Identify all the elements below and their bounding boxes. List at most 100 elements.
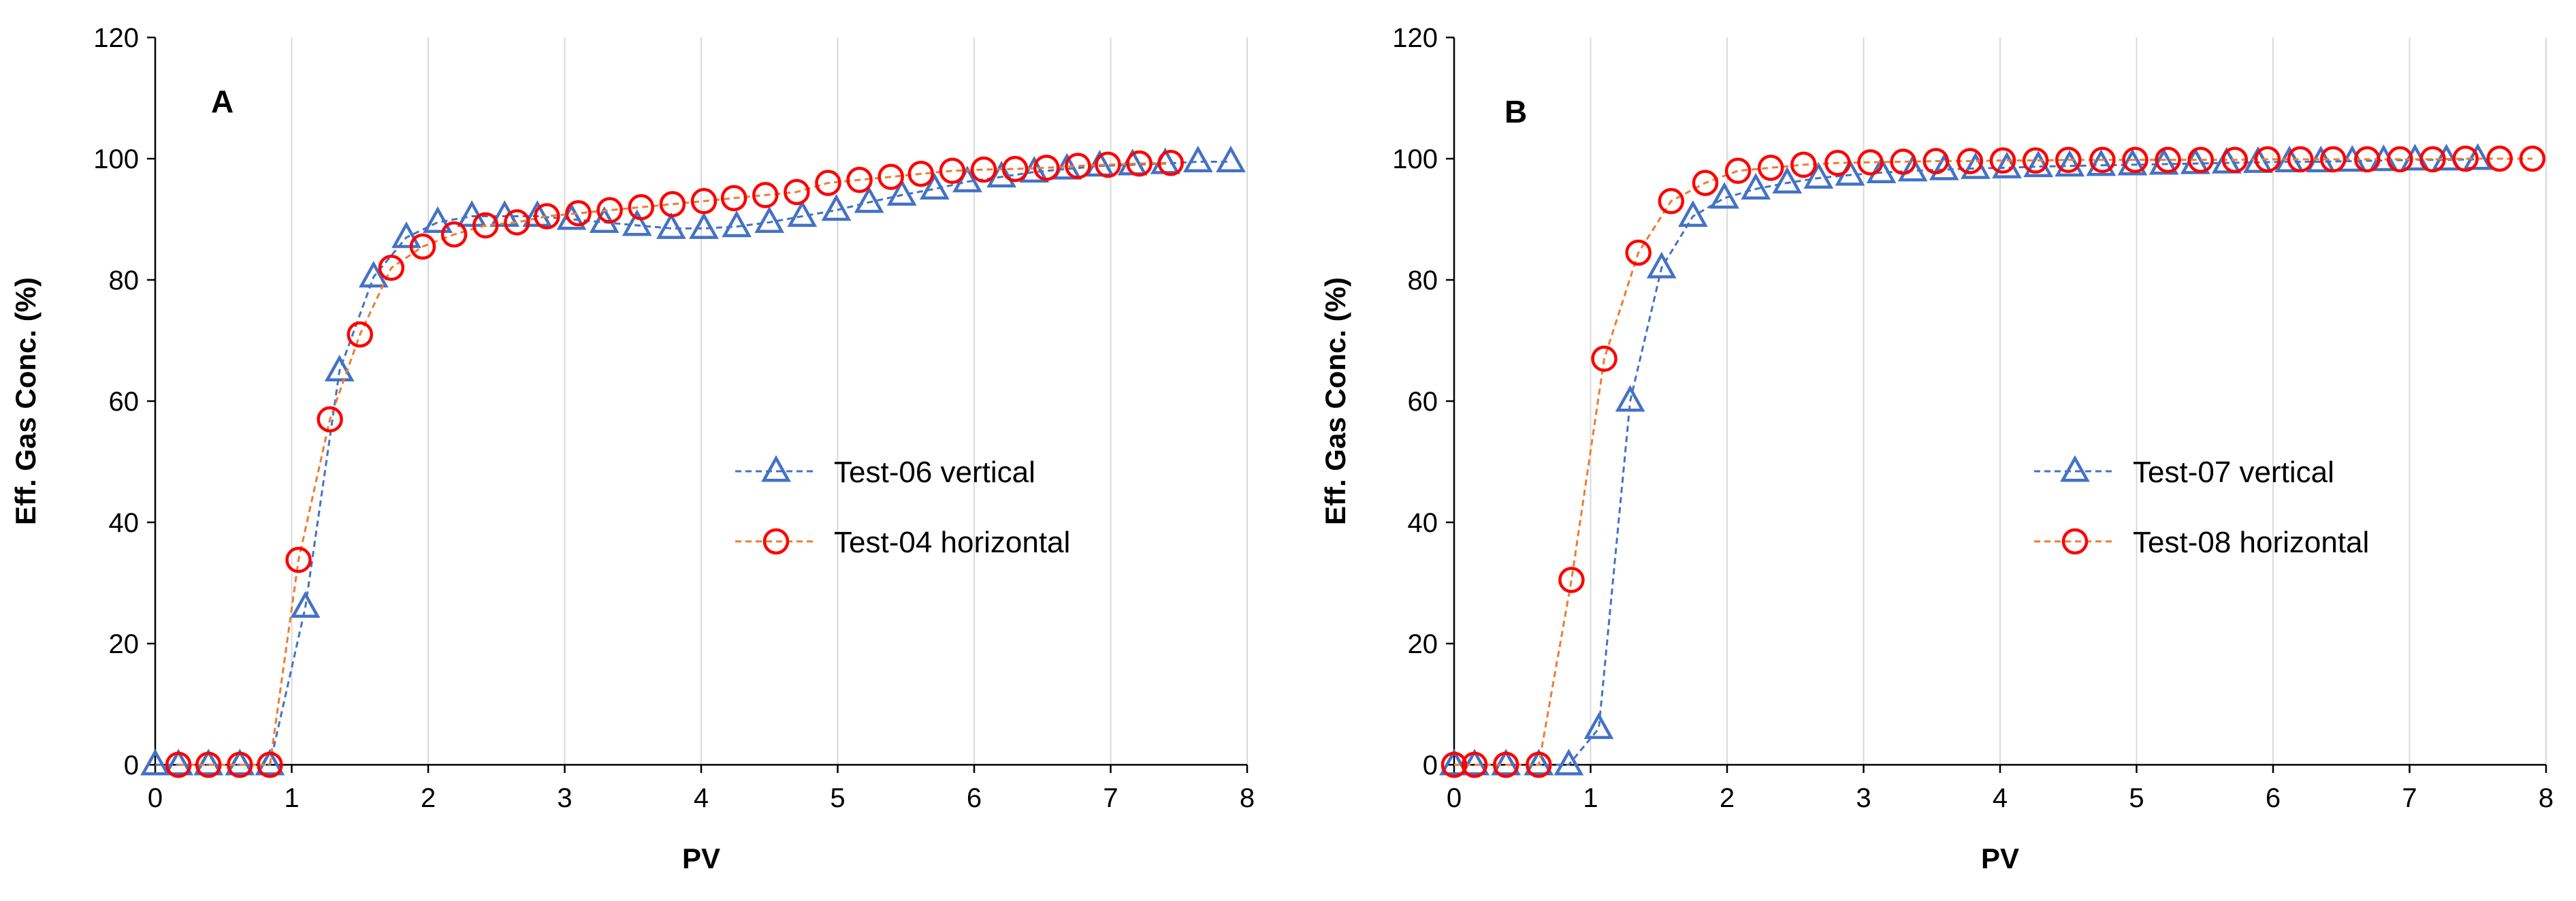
y-tick-label: 60 (109, 387, 140, 417)
data-point-circle (2486, 145, 2513, 172)
legend-label: Test-08 horizontal (2133, 526, 2369, 559)
x-tick-label: 2 (421, 783, 436, 813)
y-tick-label: 20 (109, 629, 140, 659)
series-horizontal (1440, 145, 2546, 778)
y-tick-label: 0 (1423, 750, 1438, 780)
data-point-circle (1157, 149, 1184, 176)
data-point-circle (1989, 147, 2016, 174)
x-tick-label: 1 (1583, 783, 1598, 813)
y-tick-label: 100 (1392, 144, 1438, 174)
data-point-circle (1957, 148, 1984, 174)
x-tick-label: 8 (1240, 783, 1255, 813)
data-point-triangle (1615, 385, 1645, 412)
data-point-circle (2354, 146, 2381, 173)
series-line (178, 161, 1171, 766)
data-point-triangle (622, 209, 652, 236)
data-point-triangle (1524, 748, 1554, 776)
data-point-circle (504, 209, 530, 236)
legend-item: Test-04 horizontal (735, 526, 1070, 559)
data-point-circle (596, 197, 623, 223)
data-point-triangle (2023, 150, 2054, 178)
data-point-circle (1922, 148, 1950, 174)
data-point-circle (720, 185, 747, 212)
data-point-circle (815, 170, 841, 196)
data-point-circle (1625, 239, 1652, 266)
data-point-triangle (556, 203, 587, 230)
x-tick-label: 5 (2129, 783, 2144, 813)
legend-marker-circle (762, 528, 790, 555)
data-point-circle (534, 203, 560, 230)
data-point-circle (2089, 146, 2116, 174)
data-point-circle (752, 182, 779, 208)
data-point-circle (1526, 751, 1552, 778)
data-point-triangle (2462, 143, 2493, 170)
data-point-circle (2022, 147, 2049, 174)
x-tick-label: 7 (1103, 783, 1118, 813)
data-point-triangle (163, 748, 193, 776)
data-point-triangle (1772, 166, 1803, 194)
data-point-circle (195, 751, 222, 778)
data-point-triangle (140, 748, 170, 776)
x-tick-label: 0 (1447, 783, 1462, 813)
data-point-circle (2221, 146, 2249, 174)
data-point-circle (1692, 170, 1719, 196)
data-point-circle (1658, 188, 1685, 215)
data-point-triangle (1553, 748, 1584, 776)
y-tick-label: 100 (93, 144, 139, 174)
data-point-circle (1790, 151, 1817, 178)
data-point-triangle (1677, 200, 1708, 227)
data-point-triangle (2117, 148, 2148, 176)
data-point-triangle (1646, 251, 1677, 279)
data-point-circle (1824, 149, 1851, 176)
data-point-triangle (821, 194, 852, 221)
data-point-circle (970, 156, 997, 183)
legend-marker-circle (2061, 528, 2089, 555)
data-point-triangle (1439, 748, 1469, 776)
x-tick-label: 6 (967, 783, 982, 813)
data-point-circle (628, 193, 655, 221)
data-point-circle (690, 188, 718, 215)
data-point-circle (1724, 157, 1752, 185)
data-point-triangle (391, 221, 421, 249)
data-point-circle (659, 191, 686, 217)
data-point-triangle (2211, 146, 2242, 174)
legend-marker-triangle (2060, 455, 2090, 482)
data-point-triangle (324, 354, 355, 382)
y-tick-label: 20 (1408, 629, 1438, 659)
data-point-triangle (656, 212, 686, 239)
data-point-triangle (225, 748, 255, 776)
data-point-circle (227, 751, 253, 778)
data-point-circle (347, 321, 373, 348)
y-tick-label: 80 (1408, 266, 1438, 296)
data-point-circle (2287, 146, 2314, 173)
data-point-circle (939, 157, 966, 185)
panel-label: A (211, 84, 234, 119)
legend: Test-07 vertical Test-08 horizontal (2034, 455, 2369, 559)
x-tick-label: 3 (557, 783, 572, 813)
data-point-circle (1890, 148, 1916, 175)
data-point-circle (1558, 567, 1585, 593)
data-point-triangle (423, 206, 453, 233)
legend-label: Test-06 vertical (834, 456, 1035, 489)
data-point-circle (378, 254, 405, 281)
data-point-triangle (886, 178, 917, 206)
x-tick-label: 4 (694, 783, 709, 813)
data-point-circle (165, 751, 192, 778)
gridlines (291, 37, 1248, 765)
data-point-circle (2187, 146, 2214, 174)
data-point-triangle (1709, 182, 1739, 209)
data-point-circle (317, 406, 343, 432)
data-point-circle (2122, 146, 2148, 174)
data-point-circle (1001, 155, 1029, 183)
data-point-circle (878, 163, 904, 190)
data-point-triangle (290, 590, 321, 618)
series-line (1454, 157, 2532, 766)
data-point-triangle (919, 172, 950, 200)
y-tick-label: 120 (1392, 23, 1438, 53)
data-point-circle (440, 221, 468, 248)
data-point-triangle (1866, 156, 1897, 184)
data-point-triangle (1961, 152, 1991, 179)
series-horizontal (165, 149, 1184, 778)
legend-item: Test-07 vertical (2034, 455, 2334, 489)
